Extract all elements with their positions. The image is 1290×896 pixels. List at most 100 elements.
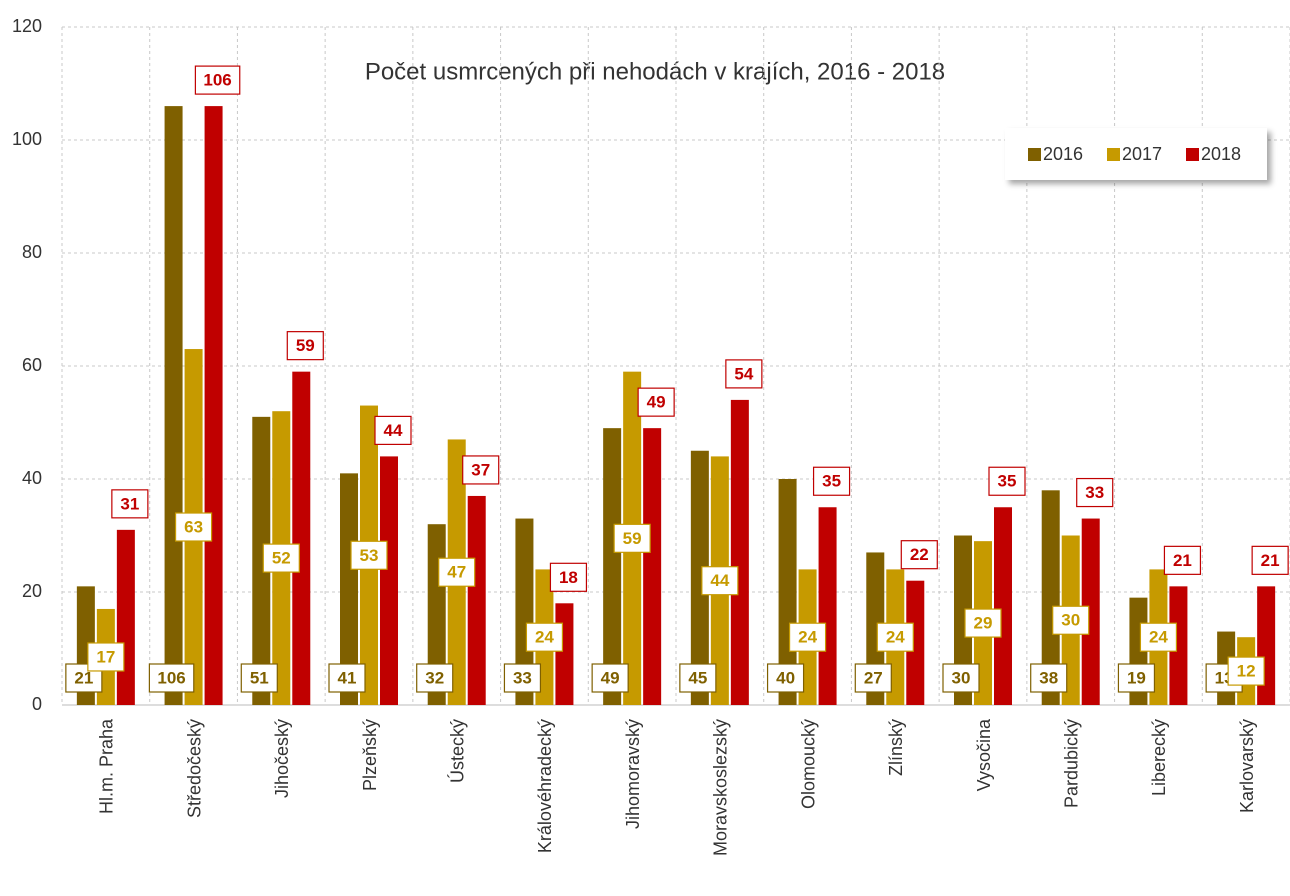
bar — [204, 106, 223, 706]
data-label: 53 — [350, 540, 388, 570]
data-label-text: 18 — [559, 568, 578, 587]
bar — [1081, 518, 1100, 705]
data-label-text: 27 — [864, 668, 883, 687]
data-label-text: 22 — [910, 545, 929, 564]
data-label: 27 — [854, 663, 892, 693]
data-label-text: 12 — [1237, 662, 1256, 681]
bar — [643, 428, 662, 705]
data-label: 54 — [725, 359, 763, 389]
data-label-box — [876, 622, 914, 652]
data-label: 38 — [1030, 663, 1068, 693]
bar — [690, 450, 709, 705]
data-label-text: 24 — [535, 628, 554, 647]
data-label-text: 37 — [471, 460, 490, 479]
x-tick-label: Pardubický — [1061, 719, 1081, 808]
bar — [1169, 586, 1188, 705]
data-label: 37 — [462, 455, 500, 485]
data-label-box — [1139, 622, 1178, 652]
x-tick-label: Hl.m. Praha — [97, 718, 117, 814]
data-label: 30 — [942, 663, 980, 693]
data-label: 49 — [591, 663, 629, 693]
bar — [292, 371, 311, 705]
data-label-text: 40 — [776, 668, 795, 687]
data-label-box — [1052, 605, 1090, 635]
data-label-text: 30 — [1061, 611, 1080, 630]
data-label-text: 106 — [203, 71, 231, 90]
data-label-text: 45 — [688, 668, 707, 687]
legend-swatch — [1107, 148, 1120, 161]
data-label-box — [525, 622, 564, 652]
bar — [954, 535, 972, 705]
bar — [1041, 490, 1060, 705]
data-label-box — [964, 608, 1002, 638]
bar — [603, 428, 622, 705]
data-label-text: 19 — [1127, 668, 1146, 687]
data-label-box — [1030, 663, 1068, 693]
data-label-box — [637, 387, 675, 417]
bar — [340, 473, 358, 705]
legend-label: 2016 — [1043, 144, 1083, 164]
bar — [730, 399, 749, 705]
data-label-box — [148, 663, 195, 693]
data-label-text: 63 — [184, 518, 203, 537]
data-label-box — [988, 466, 1026, 496]
y-tick-label: 80 — [22, 242, 42, 262]
data-label-box — [549, 562, 588, 592]
data-label: 18 — [549, 562, 588, 592]
data-label-text: 24 — [1149, 628, 1168, 647]
data-label-box — [174, 512, 213, 542]
legend: 2016 2017 2018 — [1005, 128, 1267, 180]
data-label: 24 — [525, 622, 564, 652]
x-tick-label: Zlínský — [886, 719, 906, 776]
data-label: 32 — [416, 663, 454, 693]
data-label-box — [854, 663, 892, 693]
legend-swatch — [1028, 148, 1041, 161]
data-label: 24 — [788, 622, 827, 652]
bar — [252, 416, 271, 705]
data-label-box — [374, 415, 412, 445]
x-tick-label: Středočeský — [184, 719, 204, 818]
data-label-box — [240, 663, 278, 693]
bar — [906, 580, 925, 705]
data-label: 22 — [900, 540, 938, 570]
data-label-box — [194, 65, 241, 95]
data-label: 33 — [1076, 477, 1114, 508]
bar — [467, 495, 486, 705]
data-label: 47 — [438, 557, 476, 587]
bar — [818, 507, 837, 705]
data-label: 51 — [240, 663, 278, 693]
data-label-text: 47 — [447, 563, 466, 582]
data-label: 63 — [174, 512, 213, 542]
data-label-box — [1251, 545, 1289, 575]
data-label: 45 — [679, 663, 717, 693]
legend-swatch — [1186, 148, 1199, 161]
data-label-box — [1227, 656, 1265, 686]
data-label: 12 — [1227, 656, 1265, 686]
y-tick-label: 20 — [22, 581, 42, 601]
data-label: 31 — [111, 489, 149, 519]
data-label-box — [725, 359, 763, 389]
bar — [380, 456, 398, 705]
data-label: 24 — [876, 622, 914, 652]
data-label-text: 33 — [1085, 483, 1104, 502]
data-label-text: 49 — [647, 393, 666, 412]
data-label-box — [942, 663, 980, 693]
data-label-text: 44 — [710, 571, 729, 590]
bar — [555, 603, 574, 705]
legend-label: 2018 — [1201, 144, 1241, 164]
data-label: 35 — [812, 466, 851, 496]
data-label-box — [416, 663, 454, 693]
data-label-text: 21 — [74, 668, 93, 687]
data-label: 21 — [1251, 545, 1289, 575]
bar — [515, 518, 534, 705]
data-label: 19 — [1117, 663, 1156, 693]
data-label-box — [812, 466, 851, 496]
data-label: 21 — [1163, 545, 1202, 575]
bar — [116, 529, 135, 705]
data-label-text: 24 — [886, 628, 905, 647]
legend-box — [1005, 128, 1267, 180]
data-label: 35 — [988, 466, 1026, 496]
x-tick-label: Jihočeský — [272, 719, 292, 798]
x-tick-label: Plzeňský — [360, 719, 380, 791]
data-label-box — [262, 543, 300, 573]
